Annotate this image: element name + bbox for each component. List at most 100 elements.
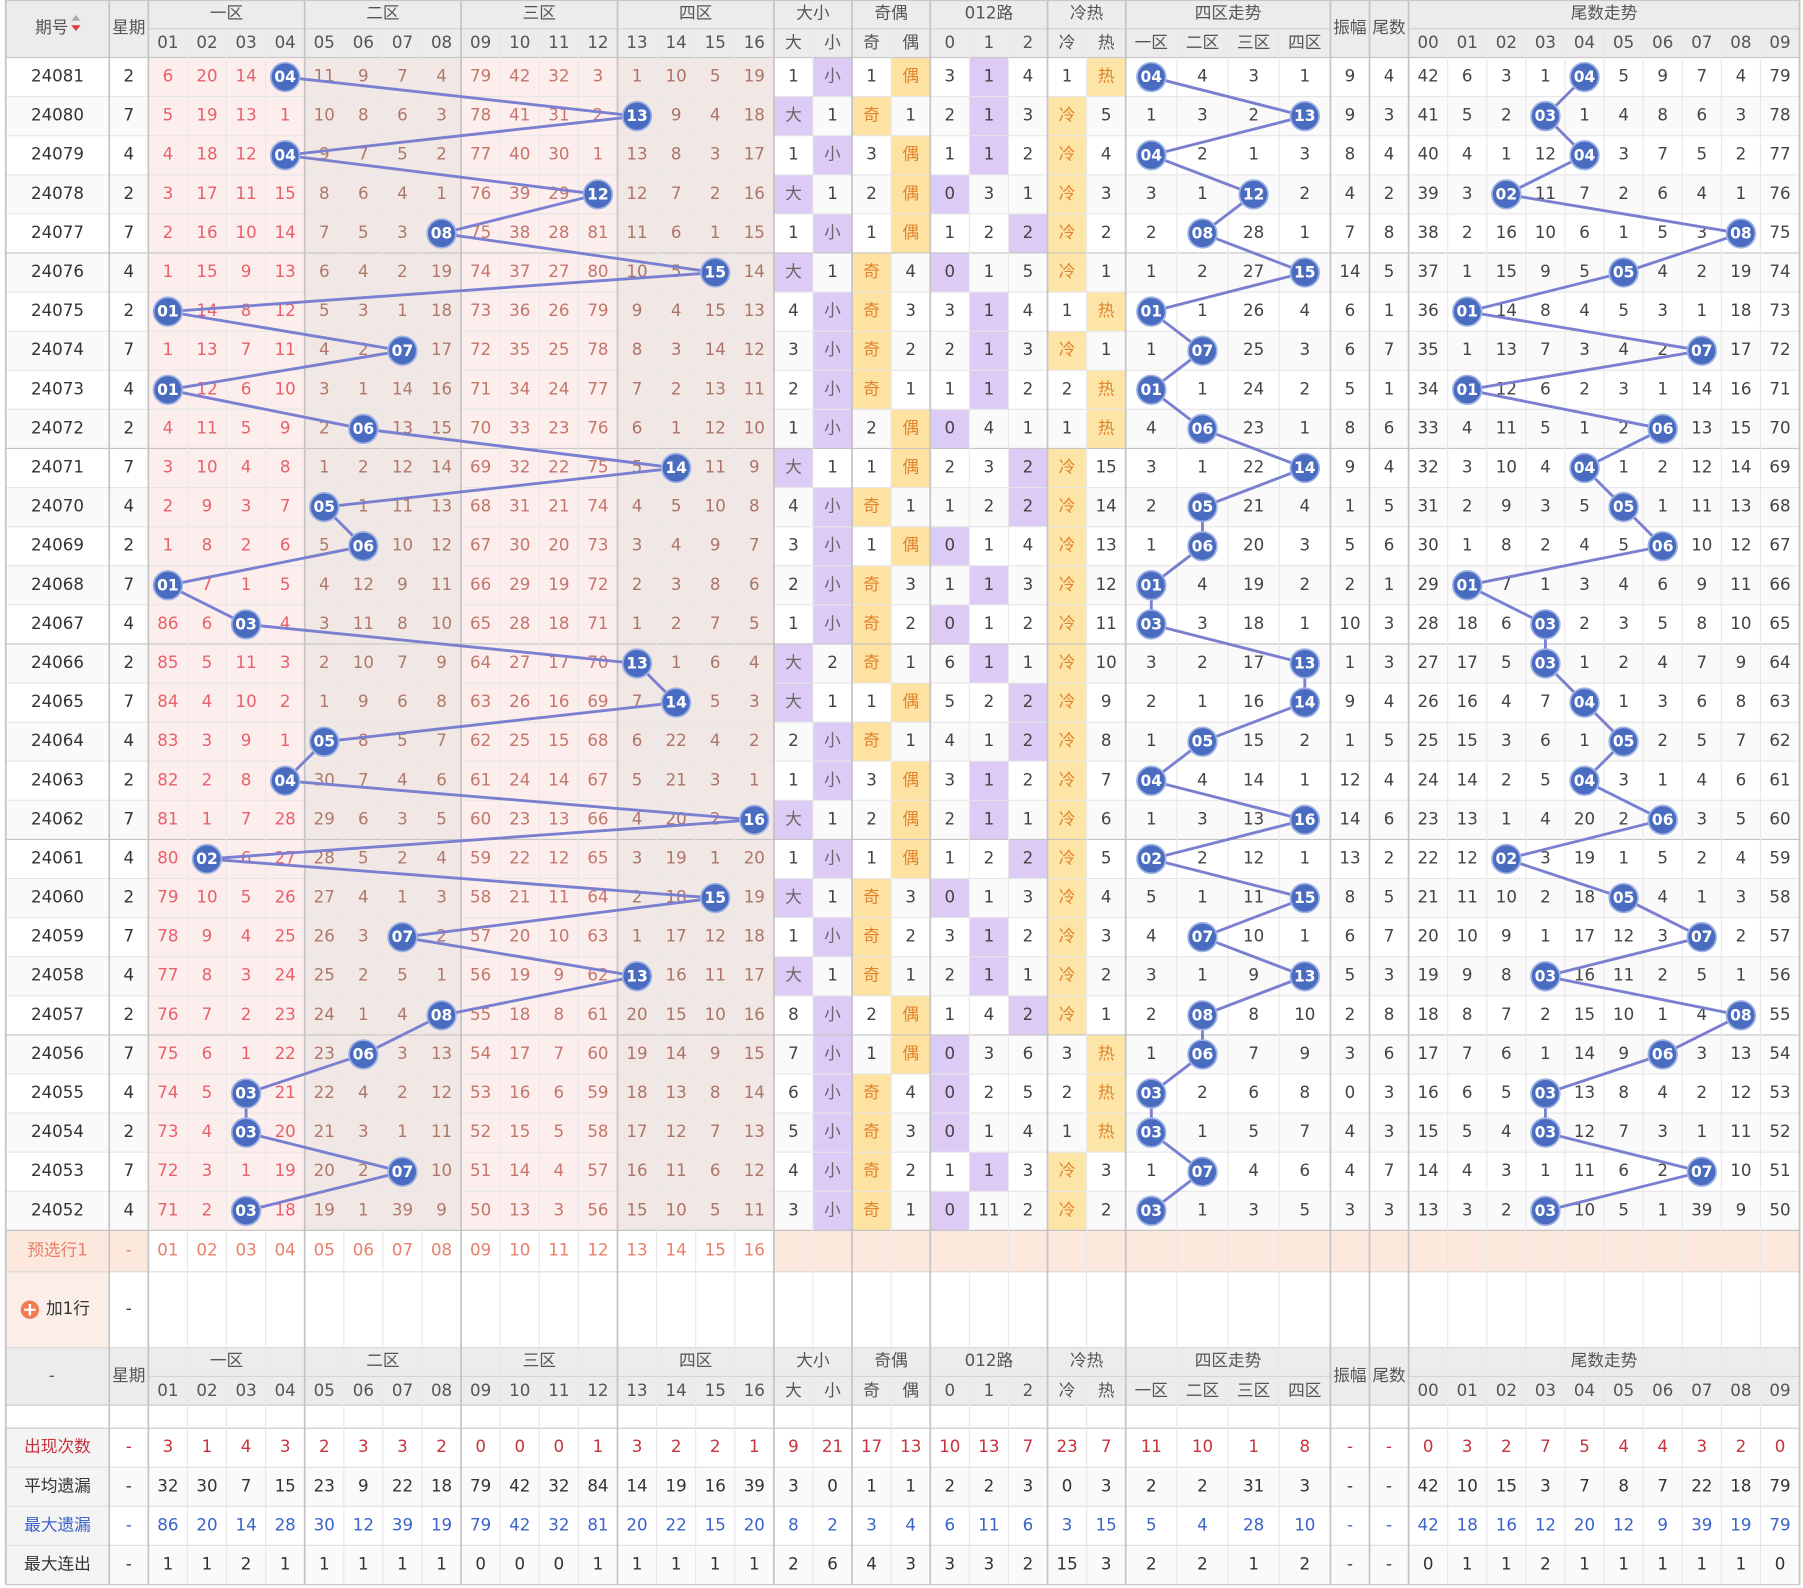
cell-text: 71 [470, 379, 491, 398]
cell-text: 17 [1418, 1044, 1439, 1063]
cell-text: 3 [1146, 458, 1157, 477]
cell-text: 71 [157, 1200, 178, 1219]
cell-text: 小 [824, 1200, 841, 1219]
cell-text: 74 [587, 497, 608, 516]
preselect-bg [773, 1230, 1800, 1272]
cell-text: 14 [1730, 458, 1751, 477]
stat-value: 2 [984, 1476, 995, 1495]
cell-text: 9 [1345, 106, 1356, 125]
cell-bg [1008, 213, 1048, 253]
cell-text: 热 [1098, 1044, 1115, 1063]
stat-value: 1 [202, 1437, 213, 1456]
cell-text: 4 [1657, 888, 1668, 907]
cell-text: 74 [157, 1083, 178, 1102]
cell-text: 65 [470, 614, 491, 633]
cell-text: 54 [1769, 1044, 1790, 1063]
cell-text: 8 [1345, 888, 1356, 907]
cell-text: 24079 [31, 145, 84, 164]
stat-value: 8 [1618, 1476, 1629, 1495]
cell-text: 7 [123, 340, 134, 359]
cell-bg [461, 448, 501, 488]
cell-bg [148, 1191, 188, 1231]
cell-text: 6 [632, 418, 643, 437]
sort-up[interactable] [71, 14, 81, 21]
cell-bg [812, 331, 853, 371]
cell-text: 4 [1540, 809, 1551, 828]
cell-text: 6 [1462, 67, 1473, 86]
cell-text: 1 [1618, 458, 1629, 477]
cell-text: 13 [705, 379, 726, 398]
cell-text: 3 [1736, 888, 1747, 907]
cell-text: 67 [587, 770, 608, 789]
cell-bg [226, 643, 266, 684]
stat-value: - [1347, 1437, 1353, 1456]
stat-value: 9 [788, 1437, 799, 1456]
sub-header: 07 [1691, 33, 1712, 52]
cell-bg [773, 448, 813, 488]
sub-header: 2 [1023, 1381, 1034, 1400]
cell-bg [343, 448, 383, 488]
cell-bg [226, 1152, 266, 1192]
cell-text: 1 [984, 731, 995, 750]
cell-text: 11 [235, 653, 256, 672]
cell-text: 5 [1579, 497, 1590, 516]
cell-bg [343, 252, 383, 293]
cell-bg [734, 292, 774, 332]
cell-bg [422, 135, 462, 175]
cell-text: 9 [202, 927, 213, 946]
cell-bg [148, 526, 188, 566]
cell-text: 4 [163, 145, 174, 164]
cell-text: 3 [280, 653, 291, 672]
hit-ball [1569, 61, 1600, 93]
cell-text: 8 [632, 340, 643, 359]
hit-number: 06 [1192, 537, 1214, 555]
cell-text: 3 [1146, 653, 1157, 672]
sub-header: 小 [824, 1381, 841, 1400]
sort-down[interactable] [71, 25, 81, 32]
cell-text: 小 [824, 145, 841, 164]
cell-bg [1047, 995, 1087, 1035]
cell-text: 24068 [31, 575, 84, 594]
cell-bg [304, 683, 344, 723]
stat-value: 84 [587, 1476, 608, 1495]
hit-ball [1136, 609, 1167, 640]
cell-text: 1 [1384, 575, 1395, 594]
cell-text: 22 [1418, 848, 1439, 867]
cell-bg [852, 331, 892, 371]
cell-text: 6 [1345, 301, 1356, 320]
add-row-button[interactable]: 加1行 [46, 1299, 90, 1318]
cell-text: 2 [1197, 848, 1208, 867]
cell-text: 奇 [863, 1122, 880, 1141]
cell-bg [1047, 956, 1087, 996]
cell-text: 3 [632, 848, 643, 867]
cell-text: 1 [1062, 67, 1073, 86]
cell-text: 11 [1613, 966, 1634, 985]
stat-value: 4 [1657, 1437, 1668, 1456]
stat-value: 14 [235, 1515, 256, 1534]
sub-header: 03 [235, 1381, 256, 1400]
hit-number: 01 [1456, 576, 1478, 594]
cell-bg [734, 917, 774, 957]
cell-bg [891, 213, 931, 253]
cell-text: 26 [1418, 692, 1439, 711]
cell-text: 冷 [1059, 1161, 1076, 1180]
sub-header: 09 [1769, 33, 1790, 52]
hit-number: 04 [1574, 694, 1596, 712]
cell-text: 4 [984, 1005, 995, 1024]
stat-value: 18 [1457, 1515, 1478, 1534]
cell-text: 8 [241, 770, 252, 789]
sort-arrows[interactable] [71, 14, 81, 32]
sub-header: 三区 [1237, 33, 1270, 52]
cell-text: 6 [1300, 1161, 1311, 1180]
hit-number: 03 [1141, 1124, 1163, 1142]
cell-text: 3 [671, 575, 682, 594]
cell-bg [930, 526, 970, 566]
cell-bg [578, 448, 618, 488]
cell-text: 1 [866, 536, 877, 555]
stat-value: 2 [319, 1437, 330, 1456]
cell-bg [539, 213, 579, 253]
cell-text: 9 [632, 301, 643, 320]
cell-text: 4 [123, 731, 134, 750]
cell-text: 1 [827, 262, 838, 281]
